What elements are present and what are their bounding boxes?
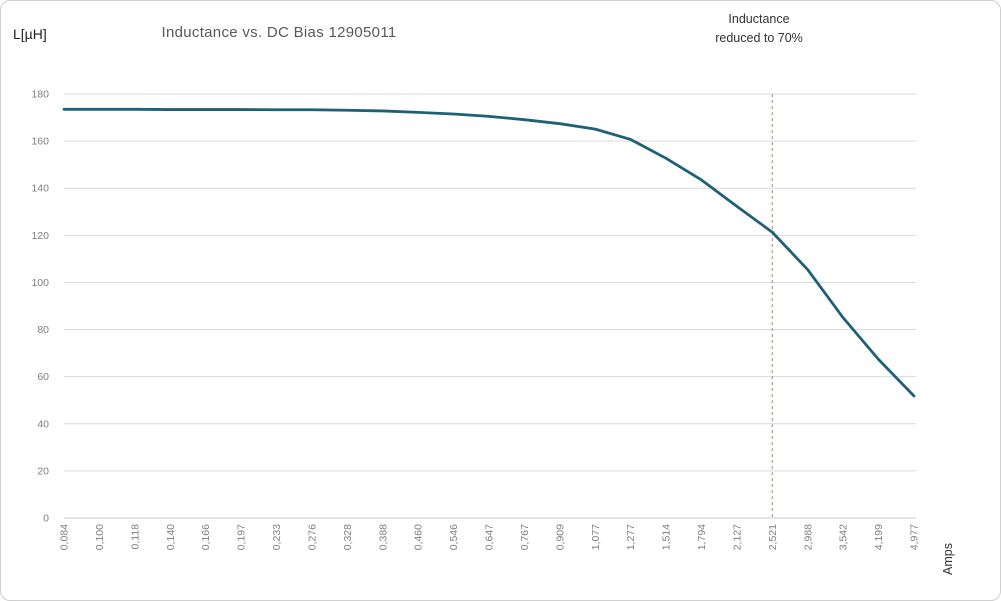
x-tick-label: 2,127 (731, 524, 743, 550)
y-axis-title: L[µH] (13, 26, 47, 42)
x-tick-label: 0,166 (200, 524, 212, 550)
y-tick-label: 180 (31, 89, 49, 101)
x-tick-label: 0,084 (59, 524, 71, 550)
y-tick-label: 40 (37, 418, 49, 430)
y-tick-label: 100 (31, 277, 49, 289)
x-tick-label: 4,977 (909, 524, 921, 550)
x-tick-label: 0,767 (519, 524, 531, 550)
annotation-line-2: reduced to 70% (715, 31, 803, 45)
inductance-curve (62, 107, 916, 398)
annotation-label: Inductance reduced to 70% (661, 10, 857, 48)
y-tick-label: 20 (37, 465, 49, 477)
x-tick-label: 1,077 (590, 524, 602, 550)
x-tick-label: 0,546 (448, 524, 460, 550)
y-tick-label: 120 (31, 230, 49, 242)
x-tick-label: 2,988 (802, 524, 814, 550)
y-tick-label: 0 (43, 513, 49, 525)
x-axis-title: Amps (941, 543, 955, 575)
x-tick-label: 0,233 (271, 524, 283, 550)
x-tick-label: 2,521 (767, 524, 779, 550)
x-tick-label: 0,276 (306, 524, 318, 550)
x-tick-label: 0,460 (413, 524, 425, 550)
annotation-line-1: Inductance (728, 12, 790, 26)
y-tick-label: 80 (37, 324, 49, 336)
x-tick-label: 0,388 (377, 524, 389, 550)
x-tick-label: 0,100 (94, 524, 106, 550)
x-tick-label: 4,199 (873, 524, 885, 550)
x-tick-label: 1,794 (696, 524, 708, 550)
x-tick-label: 0,647 (484, 524, 496, 550)
x-tick-label: 0,328 (342, 524, 354, 550)
x-tick-label: 0,140 (165, 524, 177, 550)
x-tick-label: 0,197 (236, 524, 248, 550)
y-tick-label: 160 (31, 136, 49, 148)
chart-title: Inductance vs. DC Bias 12905011 (161, 24, 397, 41)
x-tick-label: 0,909 (554, 524, 566, 550)
y-tick-label: 140 (31, 183, 49, 195)
y-tick-label: 60 (37, 371, 49, 383)
x-tick-label: 1,514 (661, 524, 673, 550)
x-tick-label: 3,542 (838, 524, 850, 550)
x-tick-label: 1,277 (625, 524, 637, 550)
x-tick-label: 0,118 (129, 524, 141, 550)
